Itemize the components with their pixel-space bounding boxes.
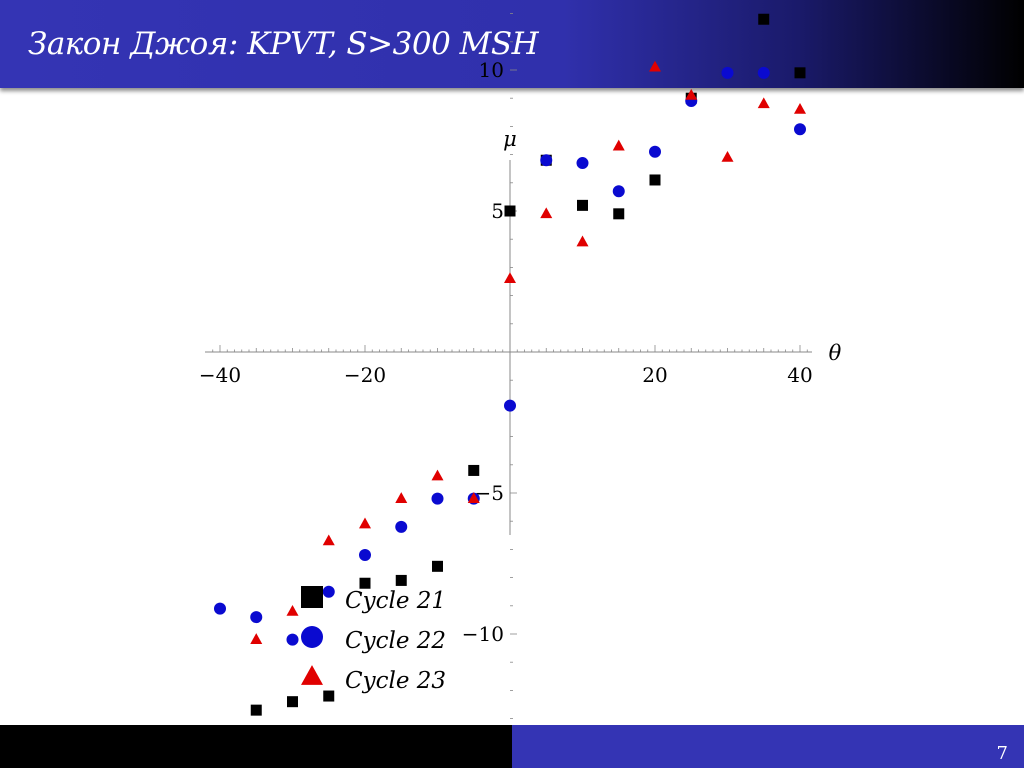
data-point-circle	[504, 399, 516, 412]
x-tick-label: 40	[787, 363, 812, 387]
x-tick-label: −20	[344, 363, 386, 387]
data-point-triangle	[612, 139, 625, 151]
y-tick-label: −5	[475, 481, 504, 505]
data-point-circle	[359, 549, 371, 562]
data-point-triangle	[250, 633, 263, 644]
page-number: 7	[996, 743, 1008, 764]
data-point-square	[577, 199, 588, 211]
data-point-circle	[286, 633, 299, 646]
data-point-triangle	[576, 235, 589, 247]
data-point-triangle	[359, 517, 371, 529]
data-point-square	[287, 696, 298, 708]
data-point-circle	[721, 66, 734, 79]
data-point-square	[250, 704, 262, 716]
y-tick-label: 5	[491, 199, 504, 223]
data-point-triangle	[540, 207, 553, 219]
data-point-square	[758, 13, 770, 25]
data-point-triangle	[322, 534, 335, 546]
data-point-triangle	[794, 103, 806, 114]
data-point-triangle	[649, 60, 661, 72]
chart-axes: −40 −20 20 40 −10 −5 5 10 θ μ	[199, 13, 842, 719]
data-point-circle	[540, 154, 553, 167]
data-point-circle	[612, 185, 625, 198]
legend-label: Cycle 21	[345, 588, 446, 614]
data-point-triangle	[685, 88, 698, 100]
data-point-circle	[322, 585, 335, 598]
data-point-circle	[794, 123, 806, 136]
data-point-square	[504, 205, 516, 217]
data-point-triangle	[757, 97, 770, 109]
data-point-square	[359, 577, 371, 589]
chart-legend: Cycle 21 Cycle 22 Cycle 23	[301, 586, 446, 694]
data-point-square	[432, 560, 443, 572]
data-point-triangle	[504, 272, 516, 283]
data-point-circle	[576, 157, 589, 170]
data-point-square	[323, 690, 335, 702]
legend-label: Cycle 22	[345, 628, 446, 654]
y-axis-label: μ	[503, 127, 517, 151]
data-point-square	[649, 174, 661, 186]
footer-left-bar	[0, 725, 512, 768]
x-tick-label: 20	[642, 363, 667, 387]
y-tick-label: −10	[462, 622, 504, 646]
x-tick-label: −40	[199, 363, 241, 387]
data-point-triangle	[286, 604, 299, 616]
data-point-square	[794, 67, 806, 79]
data-point-circle	[250, 611, 263, 624]
footer-right-bar: 7	[512, 725, 1024, 768]
data-point-circle	[649, 145, 661, 158]
slide-title: Закон Джоя: KPVT, S>300 MSH	[28, 26, 539, 62]
data-point-circle	[431, 492, 444, 505]
data-point-square	[468, 464, 480, 476]
slide-header: Закон Джоя: KPVT, S>300 MSH	[0, 0, 1024, 88]
data-point-triangle	[721, 150, 734, 162]
data-point-circle	[395, 520, 408, 533]
data-point-triangle	[395, 492, 408, 503]
data-point-triangle	[467, 492, 480, 503]
chart-marks	[214, 13, 806, 716]
data-point-square	[395, 574, 407, 586]
legend-marker-circle	[301, 626, 323, 648]
legend-marker-triangle	[301, 665, 323, 685]
legend-marker-square	[301, 586, 323, 608]
y-tick-label: 10	[479, 58, 504, 82]
data-point-circle	[757, 66, 770, 79]
data-point-triangle	[431, 469, 444, 481]
legend-label: Cycle 23	[345, 668, 446, 694]
x-axis-label: θ	[829, 341, 842, 365]
data-point-square	[613, 208, 625, 220]
data-point-circle	[214, 602, 226, 615]
